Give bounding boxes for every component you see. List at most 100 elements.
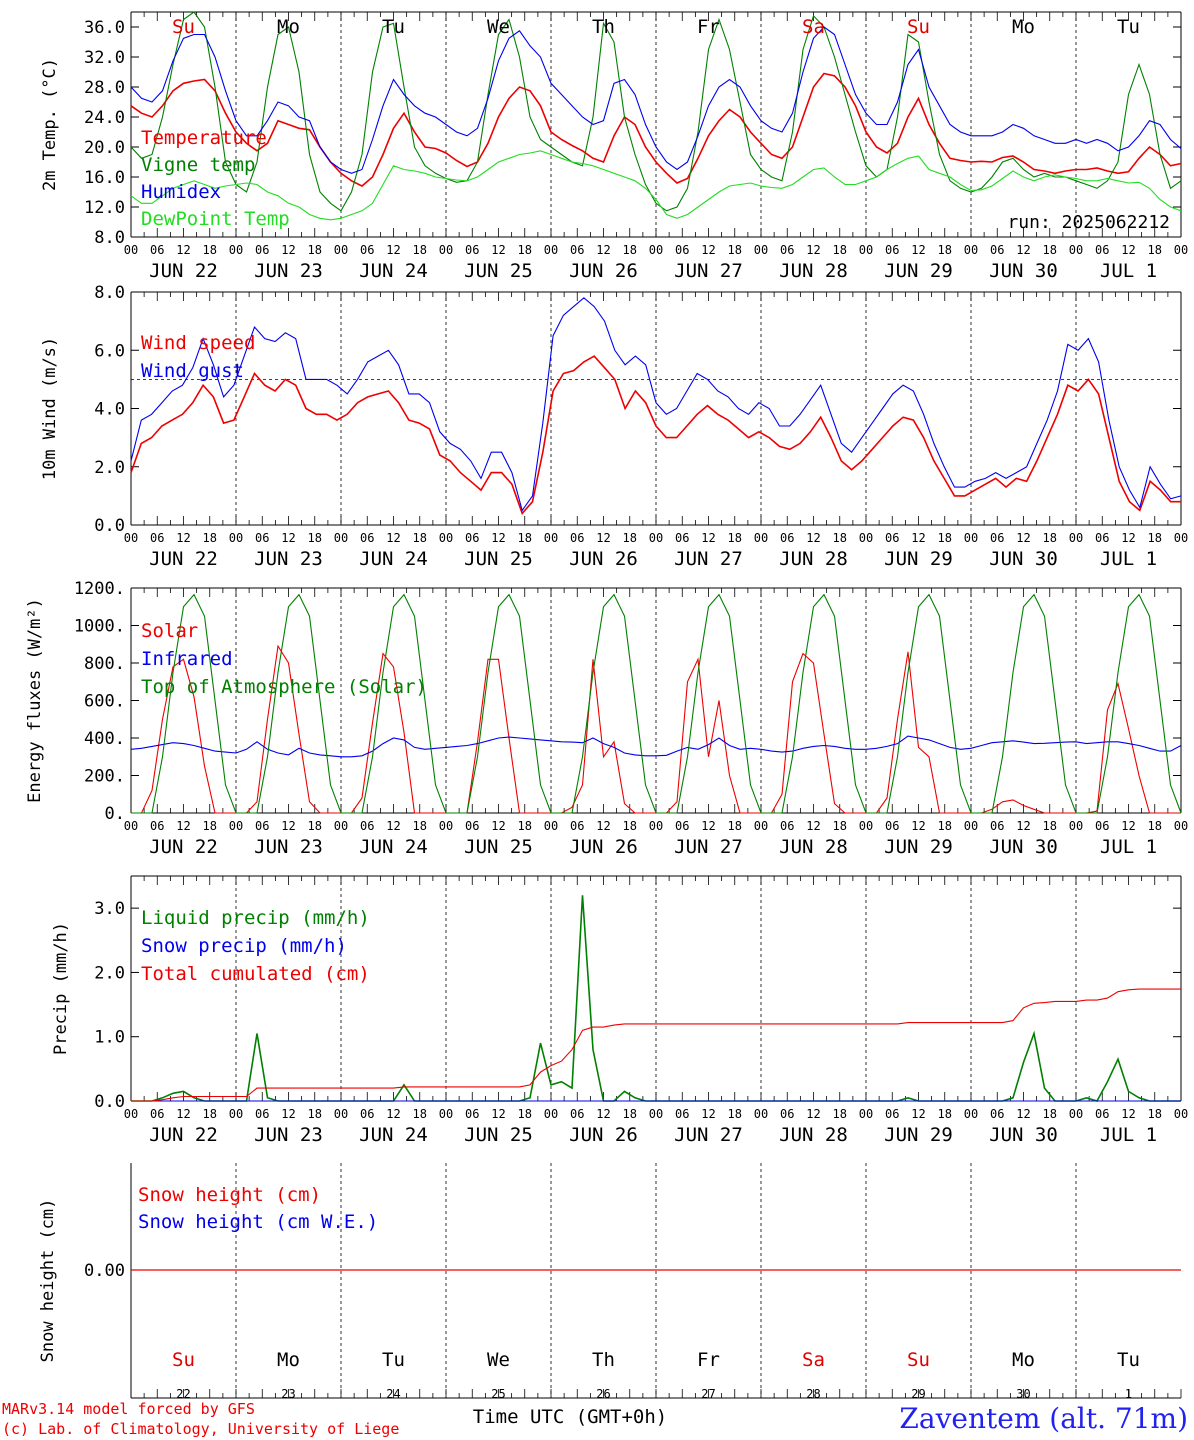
hour-tick-label: 12 bbox=[806, 1107, 820, 1121]
weekday-label: Mo bbox=[277, 1349, 300, 1371]
hour-tick-label: 18 bbox=[1043, 1107, 1057, 1121]
hour-tick-label: 00 bbox=[649, 1107, 663, 1121]
hour-tick-label: 06 bbox=[570, 243, 584, 257]
date-label: JUN 30 bbox=[989, 1124, 1058, 1146]
y-axis-title: 10m Wind (m/s) bbox=[40, 337, 60, 480]
hour-tick-label: 06 bbox=[360, 1107, 374, 1121]
hour-tick-label: 06 bbox=[150, 531, 164, 545]
hour-tick-label: 18 bbox=[938, 531, 952, 545]
hour-tick-label: 06 bbox=[255, 1107, 269, 1121]
hour-tick-label: 18 bbox=[413, 243, 427, 257]
hour-tick-label: 06 bbox=[780, 1107, 794, 1121]
hour-tick-label: 06 bbox=[885, 531, 899, 545]
hour-tick-label: 00 bbox=[544, 1107, 558, 1121]
hour-tick-label: 18 bbox=[1043, 531, 1057, 545]
hour-tick-label: 12 bbox=[1016, 243, 1030, 257]
hour-tick-label: 00 bbox=[649, 243, 663, 257]
hour-tick-label: 06 bbox=[465, 243, 479, 257]
hour-tick-label: 18 bbox=[203, 531, 217, 545]
hour-tick-label: 12 bbox=[701, 243, 715, 257]
hour-tick-label: 18 bbox=[1148, 243, 1162, 257]
date-label: JUN 25 bbox=[464, 260, 533, 282]
hour-tick-label: 12 bbox=[1016, 531, 1030, 545]
hour-tick-label: 12 bbox=[1121, 243, 1135, 257]
legend-entry: Top of Atmosphere (Solar) bbox=[141, 676, 427, 698]
day-number-label: 23 bbox=[281, 1387, 295, 1401]
run-label: run: 2025062212 bbox=[1007, 212, 1170, 233]
hour-tick-label: 00 bbox=[334, 531, 348, 545]
hour-tick-label: 00 bbox=[1174, 1107, 1188, 1121]
hour-tick-label: 12 bbox=[1016, 819, 1030, 833]
y-tick-label: 28.0 bbox=[84, 78, 125, 98]
hour-tick-label: 06 bbox=[885, 1107, 899, 1121]
hour-tick-label: 00 bbox=[229, 243, 243, 257]
date-label: JUN 26 bbox=[569, 1124, 638, 1146]
hour-tick-label: 18 bbox=[938, 819, 952, 833]
hour-tick-label: 00 bbox=[649, 819, 663, 833]
hour-tick-label: 12 bbox=[176, 243, 190, 257]
day-number-label: 1 bbox=[1125, 1387, 1132, 1401]
hour-tick-label: 12 bbox=[911, 243, 925, 257]
panel-4: 0.00 22 23 24 25 26 27 28 29 30 1 Su Mo Tu We Th Fr Sa Su M… bbox=[38, 1163, 1182, 1401]
hour-tick-label: 18 bbox=[833, 531, 847, 545]
hour-tick-label: 00 bbox=[124, 243, 138, 257]
hour-tick-label: 18 bbox=[938, 243, 952, 257]
panel-3: 00 06 12 18 JUN 22 00 06 12 18 JUN 23 00 06 12 18 JUN … bbox=[51, 875, 1188, 1146]
hour-tick-label: 06 bbox=[990, 243, 1004, 257]
hour-tick-label: 00 bbox=[1174, 819, 1188, 833]
hour-tick-label: 06 bbox=[570, 1107, 584, 1121]
date-label: JUN 24 bbox=[359, 548, 428, 570]
hour-tick-label: 00 bbox=[229, 819, 243, 833]
hour-tick-label: 06 bbox=[780, 243, 794, 257]
hour-tick-label: 18 bbox=[518, 531, 532, 545]
date-label: JUN 23 bbox=[254, 260, 323, 282]
y-tick-label: 1.0 bbox=[94, 1028, 125, 1048]
hour-tick-label: 06 bbox=[465, 1107, 479, 1121]
panel-0: 00 06 12 18 JUN 22 00 06 12 18 JUN 23 00 06 12 18 JUN … bbox=[40, 11, 1188, 282]
hour-tick-label: 12 bbox=[701, 819, 715, 833]
hour-tick-label: 18 bbox=[518, 243, 532, 257]
hour-tick-label: 12 bbox=[806, 531, 820, 545]
hour-tick-label: 06 bbox=[465, 819, 479, 833]
series-line-vigne-temp bbox=[130, 11, 1182, 212]
date-label: JUN 23 bbox=[254, 548, 323, 570]
y-tick-label: 32.0 bbox=[84, 48, 125, 68]
y-tick-label: 16.0 bbox=[84, 168, 125, 188]
hour-tick-label: 00 bbox=[754, 819, 768, 833]
hour-tick-label: 06 bbox=[885, 243, 899, 257]
y-tick-label: 8.0 bbox=[94, 228, 125, 248]
hour-tick-label: 00 bbox=[754, 243, 768, 257]
date-label: JUN 27 bbox=[674, 836, 743, 858]
day-number-label: 27 bbox=[701, 1387, 715, 1401]
hour-tick-label: 06 bbox=[255, 531, 269, 545]
hour-tick-label: 18 bbox=[1043, 243, 1057, 257]
y-tick-label: 200. bbox=[84, 767, 125, 787]
series-line-dewpoint-temp bbox=[130, 150, 1182, 221]
legend-entry: Temperature bbox=[141, 127, 267, 149]
day-number-label: 24 bbox=[386, 1387, 400, 1401]
hour-tick-label: 00 bbox=[859, 243, 873, 257]
series-line-humidex bbox=[130, 26, 1182, 174]
hour-tick-label: 18 bbox=[203, 243, 217, 257]
weekday-label: Su bbox=[907, 1349, 930, 1371]
hour-tick-label: 18 bbox=[623, 243, 637, 257]
series-line-total-cumulated-cm- bbox=[131, 988, 1181, 1102]
y-axis-title: Precip (mm/h) bbox=[51, 922, 71, 1055]
legend-entry: Humidex bbox=[141, 181, 221, 203]
legend-entry: Snow height (cm) bbox=[138, 1184, 321, 1206]
hour-tick-label: 06 bbox=[570, 819, 584, 833]
date-label: JUN 29 bbox=[884, 1124, 953, 1146]
y-tick-label: 36.0 bbox=[84, 18, 125, 38]
hour-tick-label: 18 bbox=[833, 819, 847, 833]
legend-entry: Wind speed bbox=[141, 332, 255, 354]
y-tick-label: 20.0 bbox=[84, 138, 125, 158]
series-line-top-of-atmosphere-solar- bbox=[131, 593, 1182, 814]
day-number-label: 28 bbox=[806, 1387, 820, 1401]
lab-credit: (c) Lab. of Climatology, University of L… bbox=[2, 1420, 399, 1438]
legend-entry: Infrared bbox=[141, 648, 233, 670]
weekday-label: Fr bbox=[697, 16, 720, 38]
hour-tick-label: 12 bbox=[491, 819, 505, 833]
hour-tick-label: 12 bbox=[386, 819, 400, 833]
date-label: JUN 29 bbox=[884, 836, 953, 858]
